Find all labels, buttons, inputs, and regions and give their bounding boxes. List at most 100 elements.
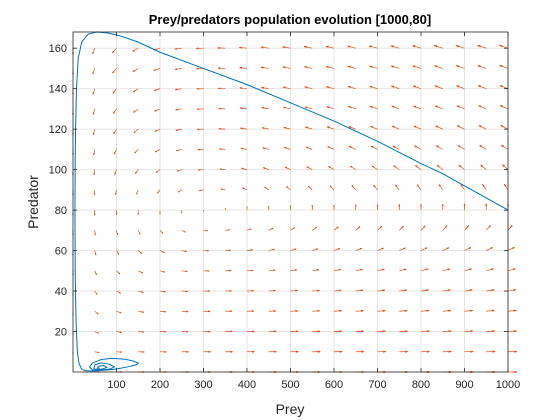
quiver-arrowhead (157, 191, 159, 194)
quiver-arrowhead (404, 268, 407, 271)
quiver-arrowhead (112, 91, 114, 94)
quiver-arrow (412, 85, 422, 89)
quiver-arrow (499, 65, 509, 69)
quiver-arrowhead (308, 185, 310, 188)
quiver-arrowhead (207, 311, 211, 313)
quiver-arrowhead (273, 351, 277, 353)
quiver-arrow (500, 105, 509, 110)
quiver-arrowhead (94, 253, 97, 256)
quiver-arrowhead (112, 71, 114, 74)
quiver-arrowhead (501, 144, 504, 147)
quiver-arrowhead (273, 310, 277, 313)
quiver-arrowhead (112, 111, 115, 114)
quiver-arrowhead (273, 269, 276, 272)
quiver-arrowhead (447, 268, 451, 271)
quiver-arrowhead (132, 69, 135, 72)
quiver-arrowhead (95, 273, 97, 276)
y-tick-label: 80 (55, 205, 67, 217)
quiver-arrowhead (250, 249, 253, 251)
quiver-arrowhead (196, 108, 200, 110)
quiver-arrow (390, 65, 400, 69)
quiver-arrowhead (273, 290, 276, 292)
quiver-arrowhead (468, 247, 472, 250)
quiver-arrowhead (360, 310, 364, 312)
quiver-arrowhead (208, 331, 211, 333)
quiver-arrowhead (448, 310, 451, 312)
quiver-arrowhead (513, 310, 517, 312)
quiver-arrowhead (186, 331, 189, 333)
quiver-arrowhead (338, 269, 341, 271)
quiver-arrowhead (116, 233, 118, 235)
quiver-arrowhead (153, 89, 156, 92)
quiver-arrowhead (295, 330, 299, 333)
x-tick-label: 300 (194, 379, 212, 391)
quiver-arrowhead (416, 184, 420, 187)
quiver-arrowhead (382, 268, 385, 271)
quiver-arrow (304, 46, 313, 49)
quiver-arrowhead (230, 351, 233, 353)
quiver-arrowhead (217, 46, 221, 49)
quiver-arrowhead (175, 108, 178, 111)
quiver-arrowhead (392, 145, 396, 147)
x-axis-label: Prey (276, 401, 305, 417)
x-tick-label: 100 (107, 379, 125, 391)
y-tick-label: 160 (49, 43, 67, 55)
quiver-arrowhead (371, 165, 375, 167)
quiver-arrowhead (514, 371, 518, 374)
quiver-arrowhead (382, 310, 386, 312)
quiver-arrow (478, 105, 487, 110)
quiver-arrowhead (425, 268, 429, 271)
quiver-arrowhead (339, 330, 343, 333)
quiver-arrowhead (199, 189, 201, 191)
quiver-arrowhead (273, 331, 277, 333)
quiver-arrow (507, 310, 517, 312)
quiver-arrowhead (513, 330, 517, 333)
quiver-arrow (369, 65, 378, 69)
quiver-arrowhead (490, 247, 493, 250)
x-tick-labels: 100 200 300 400 500 600 700 800 900 1000 (107, 379, 520, 391)
quiver-arrow (412, 65, 422, 69)
quiver-arrow (390, 45, 400, 49)
quiver-arrowhead (482, 183, 485, 186)
quiver-arrow (478, 85, 487, 89)
quiver-arrow (391, 85, 400, 89)
quiver-arrowhead (467, 225, 470, 228)
quiver-arrowhead (361, 330, 364, 333)
quiver-arrowhead (478, 125, 482, 127)
quiver-arrowhead (512, 247, 515, 250)
quiver-arrowhead (272, 249, 275, 251)
quiver-arrowhead (197, 148, 200, 151)
quiver-arrowhead (135, 172, 137, 174)
quiver-arrowhead (161, 232, 164, 234)
quiver-arrowhead (177, 190, 180, 193)
quiver-arrowhead (492, 330, 495, 333)
quiver-arrow (347, 65, 356, 69)
quiver-arrowhead (339, 351, 343, 353)
quiver-arrowhead (360, 289, 364, 292)
quiver-arrow (347, 45, 356, 49)
quiver-arrowhead (383, 351, 386, 353)
quiver-arrowhead (175, 88, 178, 91)
quiver-arrowhead (404, 289, 407, 292)
quiver-arrowhead (249, 228, 252, 230)
quiver-arrowhead (286, 186, 289, 188)
quiver-arrowhead (460, 184, 463, 187)
quiver-arrowhead (511, 225, 513, 228)
quiver-arrowhead (445, 225, 448, 228)
quiver-arrow (434, 45, 443, 49)
quiver-arrowhead (134, 151, 136, 154)
quiver-arrowhead (164, 351, 167, 353)
quiver-arrowhead (228, 229, 230, 231)
quiver-arrowhead (132, 90, 135, 93)
x-tick-label: 800 (412, 379, 430, 391)
quiver-arrowhead (328, 166, 331, 168)
trajectory-line (74, 31, 509, 372)
quiver-arrowhead (295, 351, 299, 353)
quiver-arrowhead (360, 269, 363, 271)
quiver-arrowhead (271, 227, 274, 230)
quiver-arrowhead (217, 67, 221, 69)
quiver-arrowhead (174, 68, 178, 70)
quiver-arrowhead (436, 145, 439, 147)
quiver-arrowhead (395, 184, 398, 187)
quiver-arrowhead (382, 289, 386, 292)
